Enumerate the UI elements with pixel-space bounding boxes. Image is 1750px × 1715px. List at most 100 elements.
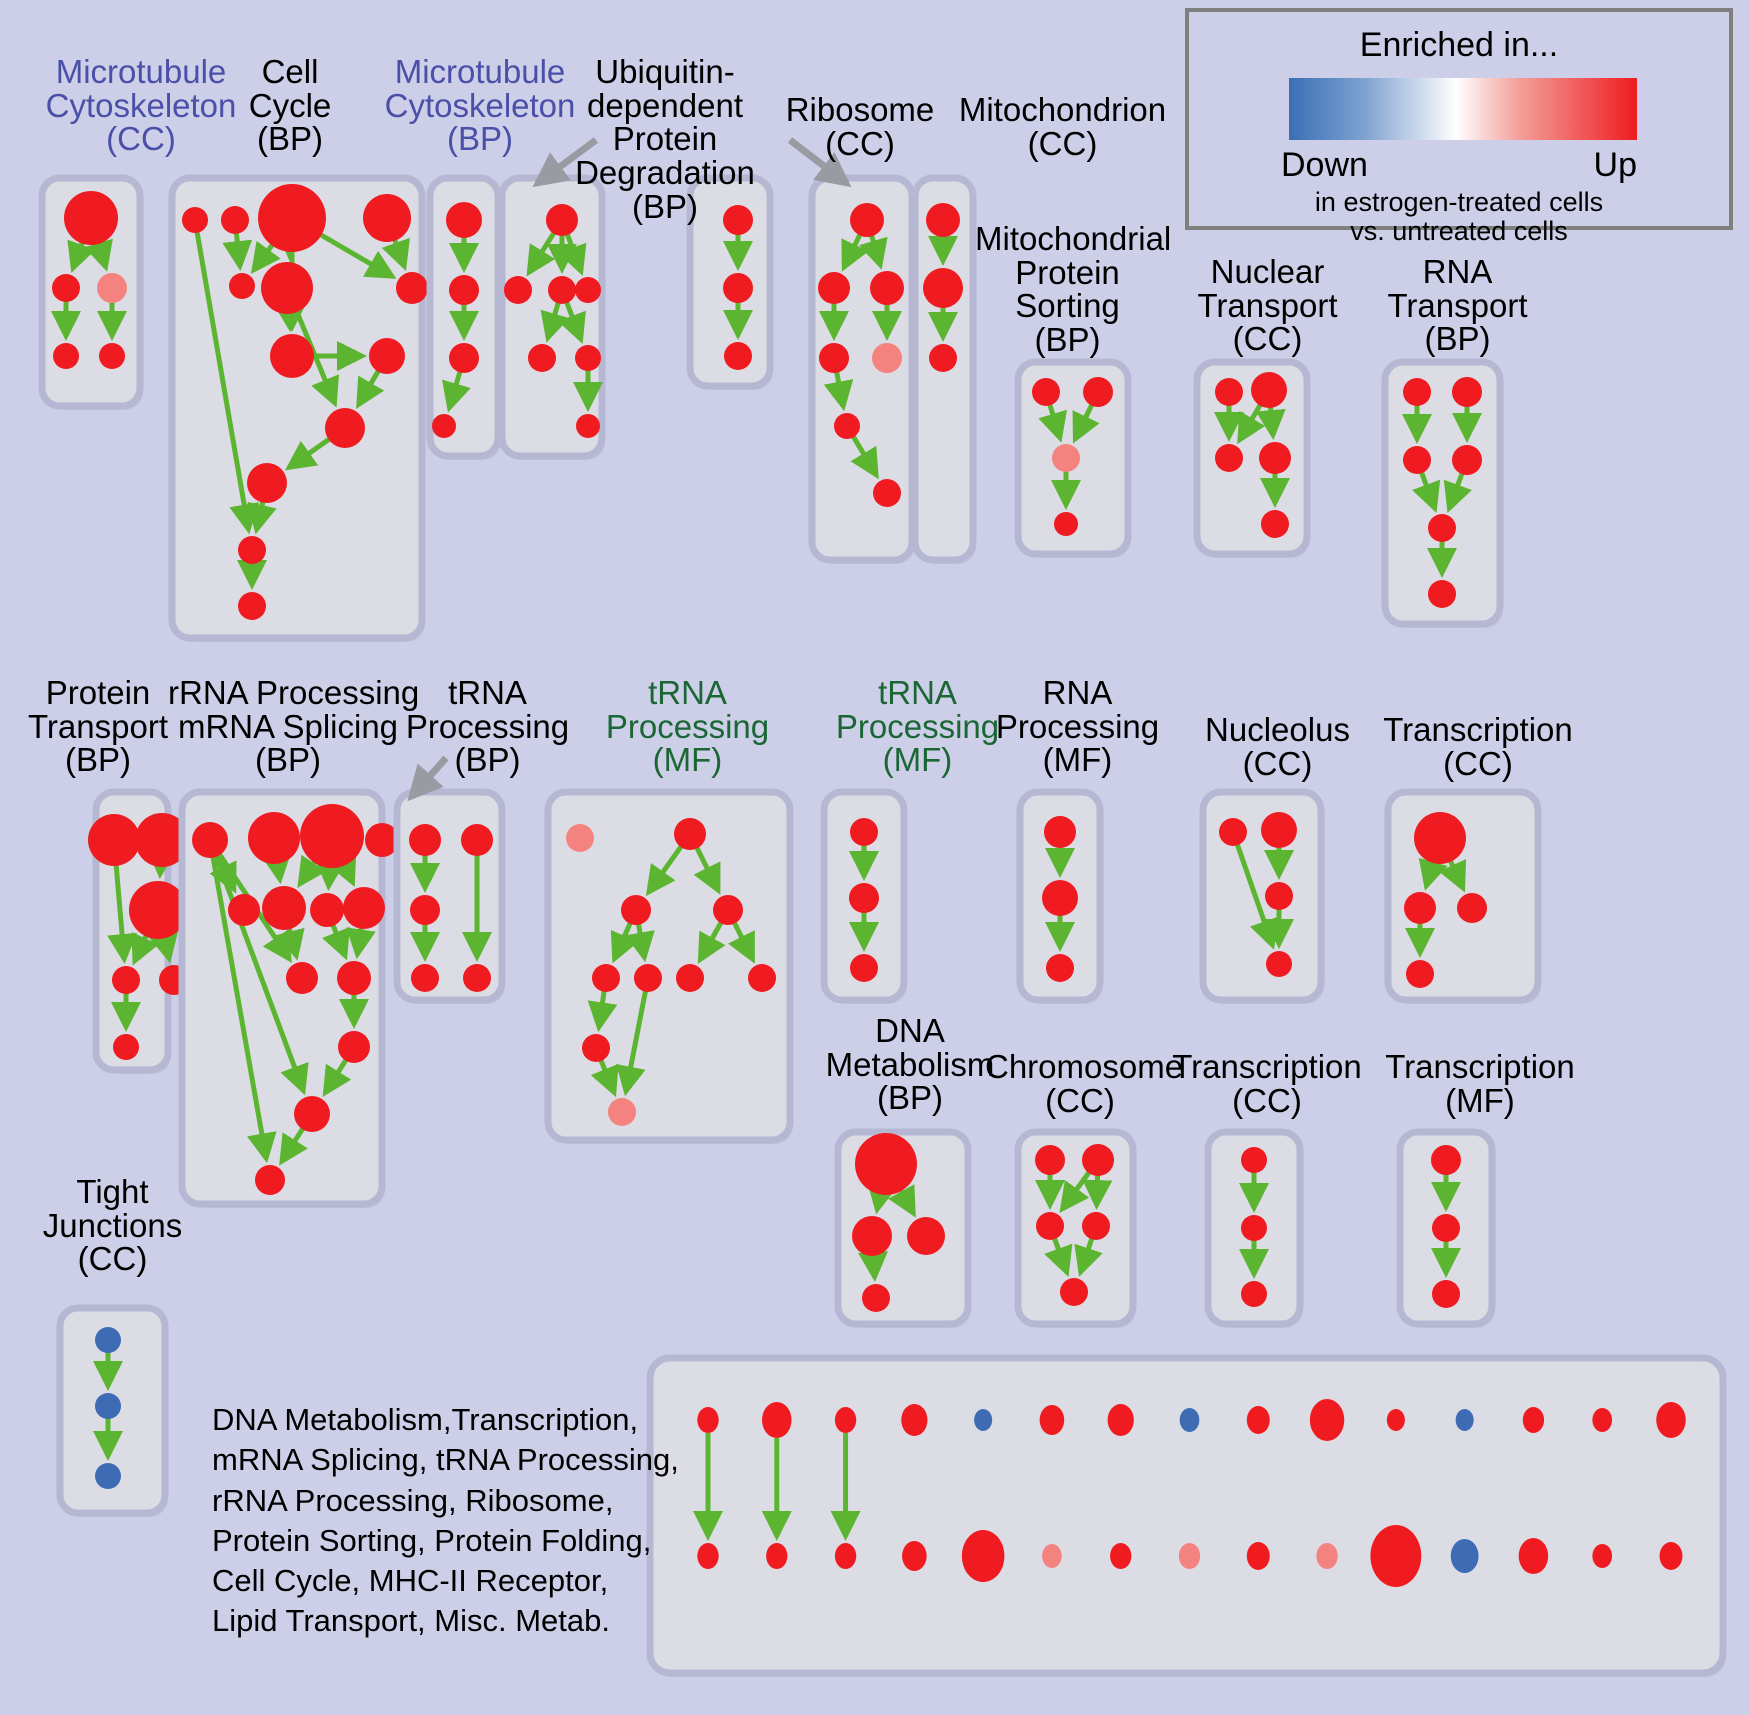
node[interactable] xyxy=(1592,1408,1613,1432)
node[interactable] xyxy=(449,275,479,305)
cluster-ribosome-cc[interactable] xyxy=(808,174,916,564)
node[interactable] xyxy=(262,886,306,930)
cluster-ubiquitin-dependent-protein-degradation-bp[interactable] xyxy=(498,174,606,460)
node[interactable] xyxy=(411,964,439,992)
node[interactable] xyxy=(1450,1539,1479,1573)
node[interactable] xyxy=(1261,510,1289,538)
node[interactable] xyxy=(247,463,287,503)
node[interactable] xyxy=(410,895,440,925)
node[interactable] xyxy=(238,592,266,620)
node[interactable] xyxy=(1403,446,1431,474)
node[interactable] xyxy=(1052,444,1080,472)
node[interactable] xyxy=(713,895,743,925)
node[interactable] xyxy=(929,344,957,372)
node[interactable] xyxy=(1592,1544,1613,1568)
node[interactable] xyxy=(566,824,594,852)
node[interactable] xyxy=(818,272,850,304)
node[interactable] xyxy=(961,1530,1005,1582)
node[interactable] xyxy=(850,203,884,237)
node[interactable] xyxy=(1241,1215,1267,1241)
node[interactable] xyxy=(902,1541,927,1571)
node[interactable] xyxy=(834,1543,857,1569)
node[interactable] xyxy=(1083,377,1113,407)
node[interactable] xyxy=(286,962,318,994)
node[interactable] xyxy=(1259,442,1291,474)
cluster-rna-processing-mf[interactable] xyxy=(1016,788,1104,1004)
node[interactable] xyxy=(95,1393,121,1419)
cluster-tight-junctions-cc[interactable] xyxy=(56,1304,169,1517)
node[interactable] xyxy=(608,1098,636,1126)
node[interactable] xyxy=(363,194,411,242)
node[interactable] xyxy=(1518,1538,1549,1574)
node[interactable] xyxy=(461,824,493,856)
node[interactable] xyxy=(870,271,904,305)
node[interactable] xyxy=(834,1407,857,1433)
node[interactable] xyxy=(338,1031,370,1063)
node[interactable] xyxy=(88,814,140,866)
node[interactable] xyxy=(849,883,879,913)
cluster-mitochondrion-cc[interactable] xyxy=(911,174,977,564)
node[interactable] xyxy=(1370,1525,1422,1587)
node[interactable] xyxy=(676,964,704,992)
node[interactable] xyxy=(528,344,556,372)
cluster-trna-processing-mf-large[interactable] xyxy=(544,788,794,1144)
node[interactable] xyxy=(1251,372,1287,408)
node[interactable] xyxy=(112,966,140,994)
node[interactable] xyxy=(1452,377,1482,407)
node[interactable] xyxy=(1179,1408,1200,1432)
node[interactable] xyxy=(365,823,399,857)
node[interactable] xyxy=(850,954,878,982)
node[interactable] xyxy=(1046,954,1074,982)
node[interactable] xyxy=(1082,1144,1114,1176)
cluster-microtubule-cytoskeleton-bp[interactable] xyxy=(426,174,502,460)
cluster-nuclear-transport-cc[interactable] xyxy=(1193,358,1311,558)
node[interactable] xyxy=(697,1407,719,1433)
node[interactable] xyxy=(221,206,249,234)
node[interactable] xyxy=(548,276,576,304)
node[interactable] xyxy=(52,274,80,302)
node[interactable] xyxy=(575,277,601,303)
node[interactable] xyxy=(1042,880,1078,916)
node[interactable] xyxy=(192,822,228,858)
node[interactable] xyxy=(1215,444,1243,472)
node[interactable] xyxy=(1316,1543,1338,1569)
node[interactable] xyxy=(113,1034,139,1060)
cluster-transcription-mf[interactable] xyxy=(1396,1128,1496,1328)
node[interactable] xyxy=(1266,951,1292,977)
node[interactable] xyxy=(95,1327,121,1353)
node[interactable] xyxy=(1044,816,1076,848)
node[interactable] xyxy=(432,414,456,438)
node[interactable] xyxy=(261,262,313,314)
node[interactable] xyxy=(1082,1212,1110,1240)
node[interactable] xyxy=(294,1096,330,1132)
cluster-box[interactable] xyxy=(646,1354,1727,1677)
node[interactable] xyxy=(546,204,578,236)
node[interactable] xyxy=(182,207,208,233)
node[interactable] xyxy=(99,343,125,369)
node[interactable] xyxy=(582,1034,610,1062)
node[interactable] xyxy=(369,338,405,374)
node[interactable] xyxy=(255,1165,285,1195)
node[interactable] xyxy=(1261,812,1297,848)
cluster-transcription-cc-lower[interactable] xyxy=(1204,1128,1304,1328)
cluster-chromosome-cc[interactable] xyxy=(1014,1128,1137,1328)
node[interactable] xyxy=(446,202,482,238)
node[interactable] xyxy=(1036,1212,1064,1240)
node[interactable] xyxy=(409,824,441,856)
node[interactable] xyxy=(248,812,300,864)
node[interactable] xyxy=(337,961,371,995)
cluster-ubiquitin-single-bp[interactable] xyxy=(686,174,774,390)
node[interactable] xyxy=(1215,378,1243,406)
node[interactable] xyxy=(923,268,963,308)
node[interactable] xyxy=(64,191,118,245)
cluster-trna-processing-bp[interactable] xyxy=(393,788,506,1004)
node[interactable] xyxy=(1246,1542,1270,1570)
node[interactable] xyxy=(834,413,860,439)
cluster-box[interactable] xyxy=(1199,788,1325,1004)
node[interactable] xyxy=(592,964,620,992)
node[interactable] xyxy=(926,203,960,237)
node[interactable] xyxy=(1432,1214,1460,1242)
node[interactable] xyxy=(1404,892,1436,924)
node[interactable] xyxy=(1110,1543,1132,1569)
node[interactable] xyxy=(862,1284,890,1312)
